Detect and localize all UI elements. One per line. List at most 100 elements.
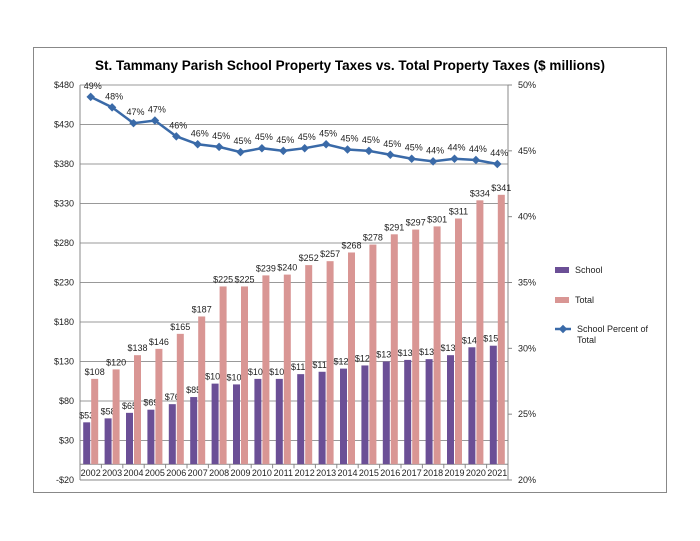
total-data-label: $225 <box>234 274 254 284</box>
percent-point <box>428 157 438 166</box>
school-bar <box>489 345 497 465</box>
percent-point <box>193 140 202 149</box>
total-data-label: $268 <box>341 240 361 250</box>
school-data-label: $85 <box>186 385 201 395</box>
total-data-label: $301 <box>427 214 447 224</box>
legend-total-label: Total <box>575 295 595 305</box>
right-tick-label: 20% <box>518 475 536 485</box>
percent-data-label: 46% <box>169 120 187 130</box>
percent-point <box>450 154 459 163</box>
legend-total: Total <box>555 295 594 305</box>
chart-frame <box>33 47 667 493</box>
percent-point <box>471 155 481 165</box>
school-data-label: $53 <box>79 410 94 420</box>
percent-point <box>214 142 224 152</box>
school-bar <box>190 397 198 465</box>
percent-point <box>150 116 160 125</box>
percent-data-label: 44% <box>469 144 487 154</box>
school-data-label: $133 <box>419 347 439 357</box>
percent-point <box>107 103 117 112</box>
category-label: 2004 <box>123 468 143 478</box>
total-data-label: $240 <box>277 263 297 273</box>
category-label: 2006 <box>166 468 186 478</box>
percent-data-label: 44% <box>490 148 508 158</box>
category-label: 2019 <box>444 468 464 478</box>
total-bar <box>412 229 420 465</box>
school-data-label: $108 <box>269 367 289 377</box>
percent-data-label: 45% <box>212 131 230 141</box>
school-bar <box>168 404 176 465</box>
category-label: 2002 <box>81 468 101 478</box>
right-tick-label: 30% <box>518 343 536 353</box>
percent-data-label: 45% <box>255 132 273 142</box>
left-tick-label: $280 <box>54 238 74 248</box>
left-tick-label: $330 <box>54 199 74 209</box>
school-bar <box>382 361 390 465</box>
total-bar <box>348 252 355 465</box>
legend-school-label: School <box>575 265 603 275</box>
legend-percent-swatch <box>555 324 571 334</box>
school-bar <box>275 378 283 465</box>
school-data-label: $130 <box>376 350 396 360</box>
total-bar <box>476 200 484 465</box>
percent-point <box>129 118 138 128</box>
left-tick-label: -$20 <box>56 475 74 485</box>
left-tick-label: $30 <box>59 436 74 446</box>
percent-data-label: 47% <box>126 107 144 117</box>
category-label: 2005 <box>145 468 165 478</box>
percent-data-label: 48% <box>105 91 123 101</box>
left-tick-label: $430 <box>54 120 74 130</box>
percent-point <box>407 154 416 163</box>
total-bar <box>369 244 377 465</box>
school-bar <box>425 359 433 465</box>
school-data-label: $125 <box>355 353 375 363</box>
total-data-label: $138 <box>127 343 147 353</box>
category-label: 2014 <box>337 468 357 478</box>
right-tick-label: 50% <box>518 80 536 90</box>
percent-data-label: 45% <box>319 128 337 138</box>
total-data-label: $165 <box>170 322 190 332</box>
percent-data-label: 47% <box>148 105 166 115</box>
right-tick-label: 35% <box>518 278 536 288</box>
school-data-label: $138 <box>440 343 460 353</box>
legend-total-swatch <box>555 297 569 303</box>
percent-data-label: 45% <box>383 139 401 149</box>
school-data-label: $148 <box>462 335 482 345</box>
legend-school: School <box>555 265 603 275</box>
category-label: 2012 <box>295 468 315 478</box>
total-data-label: $146 <box>149 337 169 347</box>
school-bar <box>340 368 347 465</box>
percent-point <box>321 140 331 149</box>
school-bar <box>468 347 476 465</box>
percent-point <box>300 143 309 153</box>
school-data-label: $69 <box>143 398 158 408</box>
school-bar <box>233 384 240 465</box>
right-tick-label: 45% <box>518 146 536 156</box>
percent-point <box>86 92 95 102</box>
total-bar <box>305 265 313 465</box>
school-data-label: $121 <box>333 357 353 367</box>
left-tick-label: $130 <box>54 357 74 367</box>
category-label: 2018 <box>423 468 443 478</box>
percent-point <box>279 146 288 156</box>
percent-data-label: 45% <box>405 143 423 153</box>
chart-title: St. Tammany Parish School Property Taxes… <box>95 58 605 73</box>
total-bar <box>219 286 227 465</box>
category-label: 2021 <box>487 468 507 478</box>
total-data-label: $225 <box>213 274 233 284</box>
total-data-label: $108 <box>85 367 105 377</box>
total-bar <box>155 348 163 465</box>
total-data-label: $252 <box>299 253 319 263</box>
category-label: 2007 <box>188 468 208 478</box>
school-bar <box>254 378 262 465</box>
school-bar <box>211 383 219 465</box>
right-tick-label: 40% <box>518 212 536 222</box>
school-data-label: $114 <box>291 362 310 372</box>
school-data-label: $101 <box>226 372 246 382</box>
left-tick-label: $180 <box>54 317 74 327</box>
percent-point <box>386 150 395 160</box>
school-data-label: $150 <box>483 334 503 344</box>
school-data-label: $58 <box>101 406 116 416</box>
